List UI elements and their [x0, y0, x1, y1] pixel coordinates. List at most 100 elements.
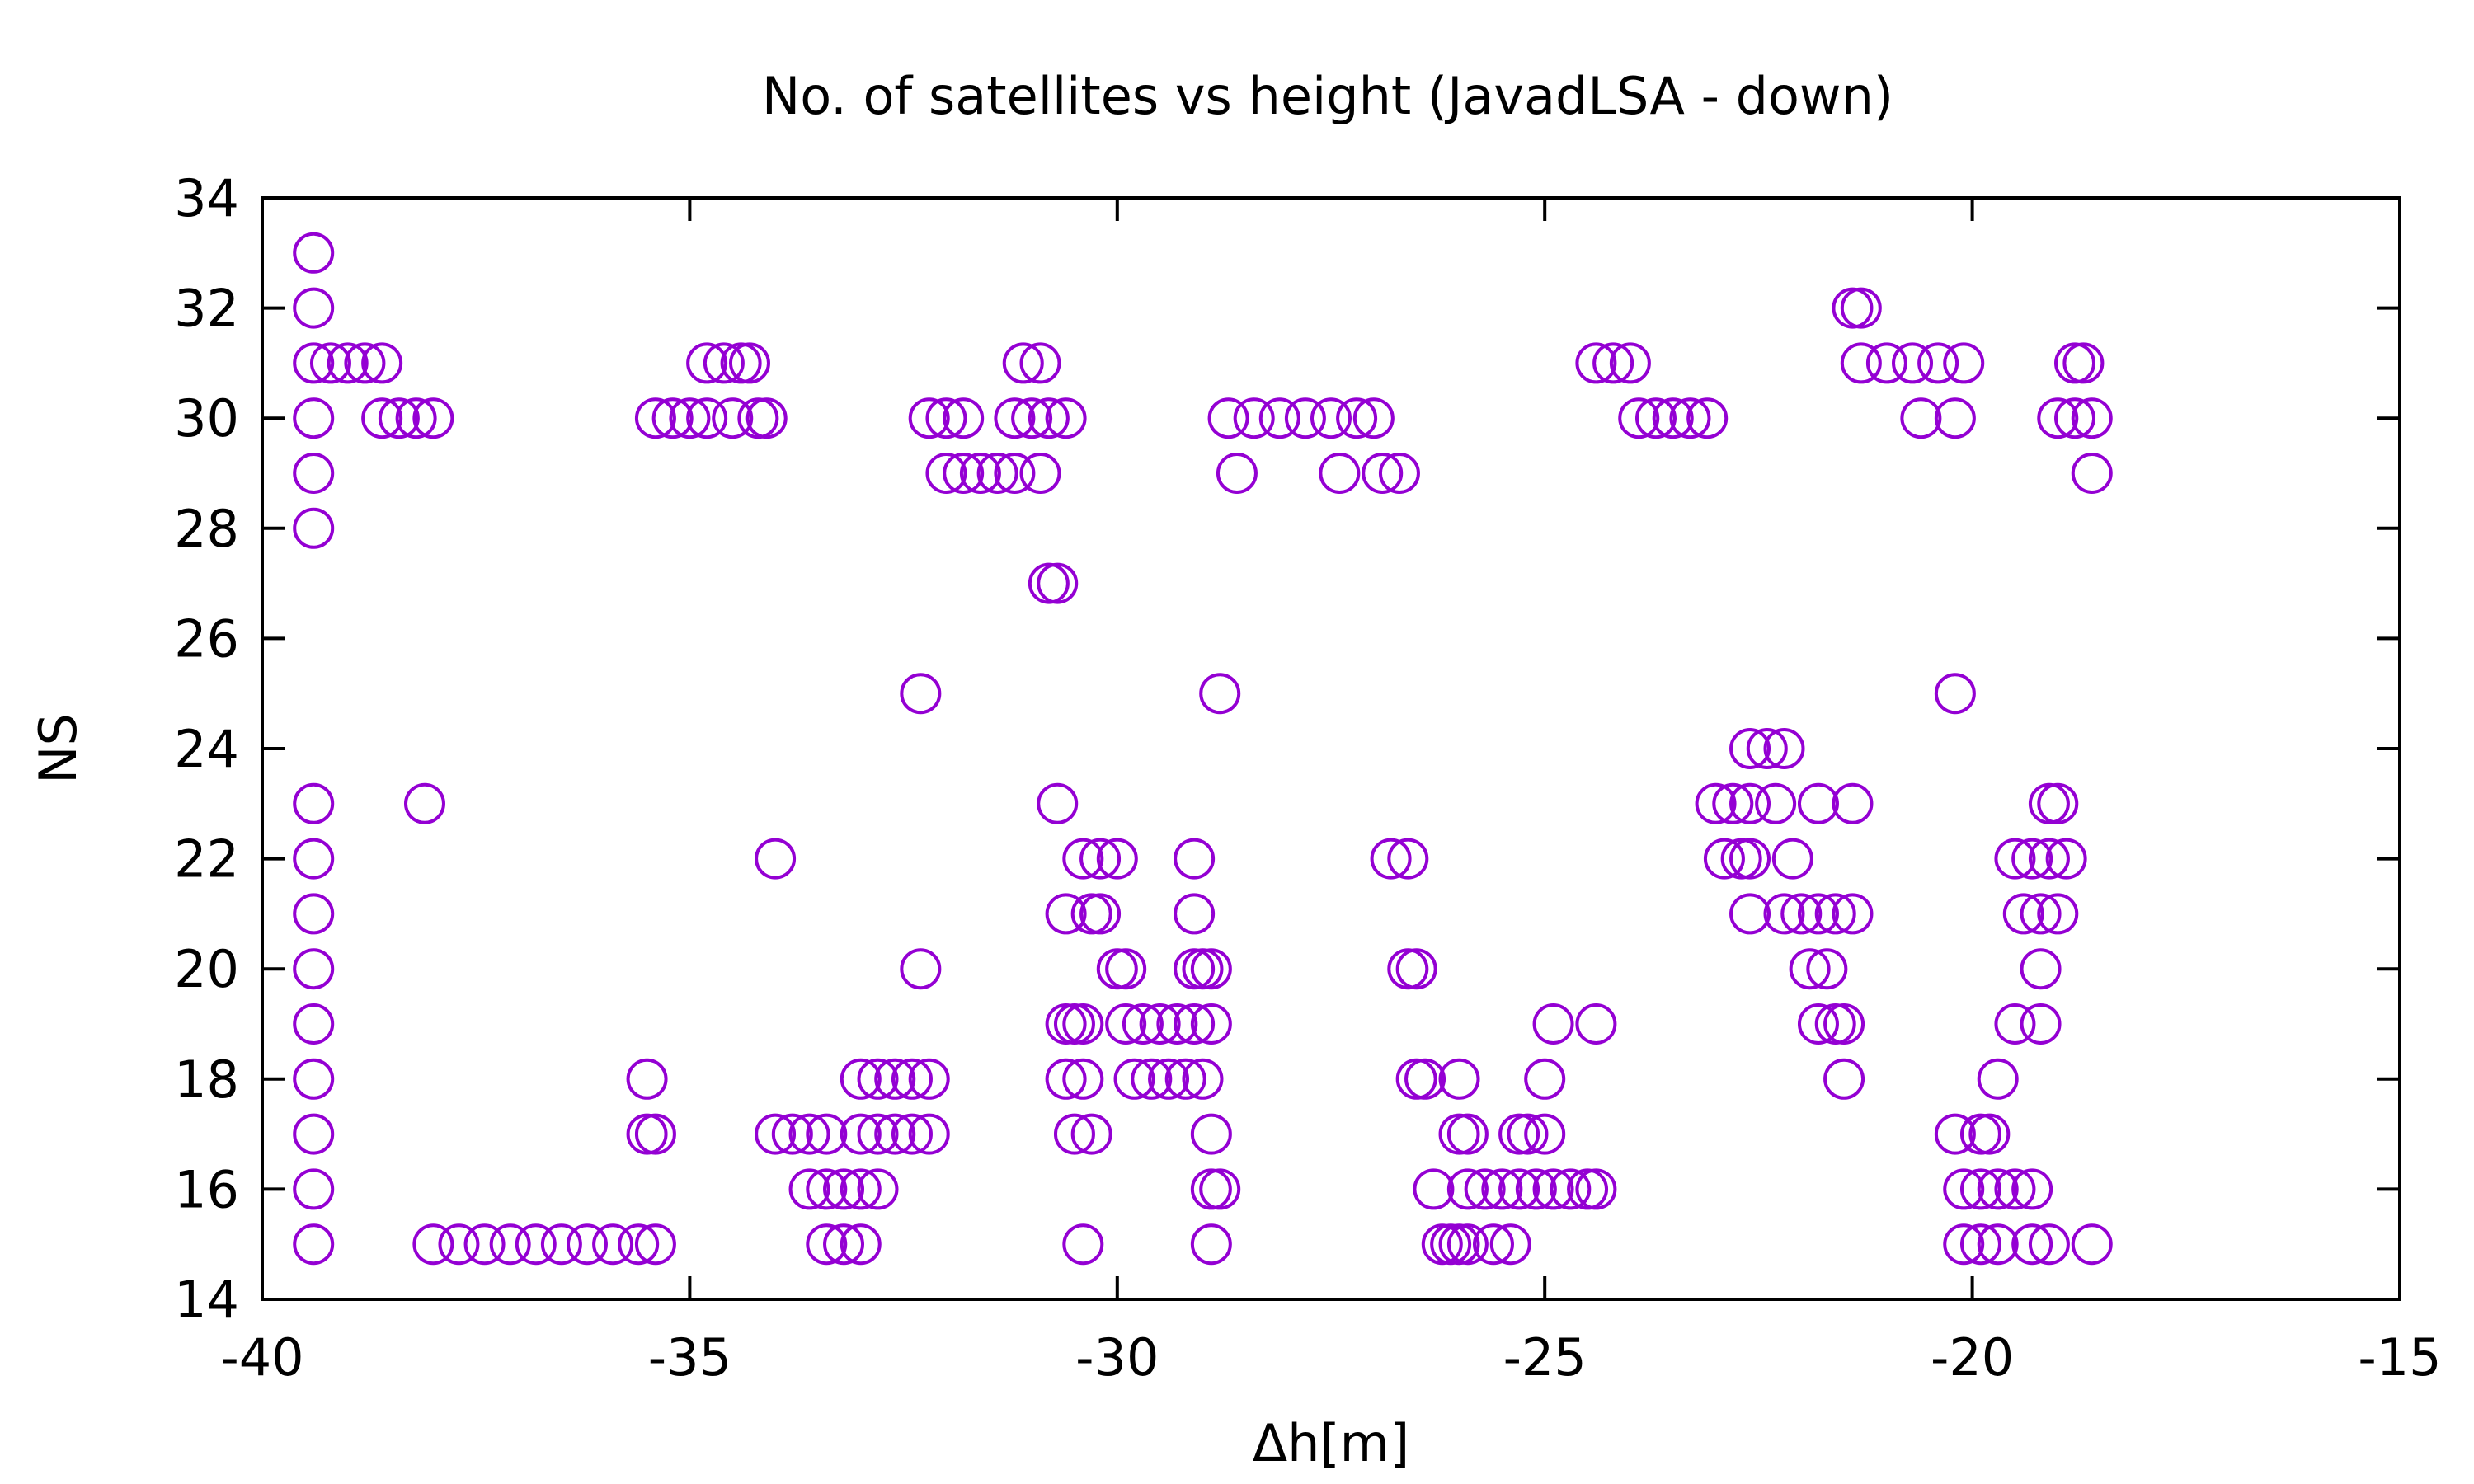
y-axis-title: NS	[28, 713, 88, 784]
data-point	[1174, 838, 1216, 880]
data-point	[293, 287, 335, 329]
data-point	[1062, 1223, 1104, 1266]
data-point	[1524, 1058, 1566, 1100]
data-point	[1720, 838, 1762, 880]
data-point	[634, 1223, 676, 1266]
data-point	[626, 1113, 668, 1155]
data-point	[1515, 1168, 1557, 1210]
data-point	[2002, 893, 2044, 935]
data-point	[1387, 838, 1429, 880]
data-point	[1823, 1003, 1865, 1045]
data-point	[1070, 1113, 1112, 1155]
data-point	[1028, 397, 1070, 439]
data-point	[1994, 1003, 2036, 1045]
data-point	[1832, 287, 1874, 329]
data-point	[840, 1058, 882, 1100]
data-point	[1053, 1003, 1095, 1045]
data-point	[1190, 1168, 1232, 1210]
data-point	[2071, 453, 2113, 494]
data-point	[806, 1223, 848, 1266]
data-point	[2011, 1223, 2053, 1266]
data-point	[703, 342, 745, 384]
data-point	[293, 342, 335, 384]
data-point	[1532, 1003, 1574, 1045]
data-point	[592, 1223, 634, 1266]
data-point	[2054, 342, 2096, 384]
data-point	[1446, 1223, 1489, 1266]
data-point	[515, 1223, 557, 1266]
data-point	[908, 1113, 950, 1155]
data-point	[1370, 838, 1412, 880]
data-point	[857, 1058, 899, 1100]
plot-frame	[261, 196, 2401, 1301]
data-point	[1814, 893, 1856, 935]
data-point	[1755, 782, 1797, 824]
data-point	[2062, 342, 2105, 384]
data-point	[361, 342, 403, 384]
data-point	[1729, 838, 1771, 880]
data-point	[994, 397, 1036, 439]
data-point	[1917, 342, 1959, 384]
data-point	[1174, 1003, 1216, 1045]
data-point	[823, 1168, 865, 1210]
data-point	[1019, 342, 1061, 384]
data-point	[1079, 893, 1122, 935]
data-point	[1934, 673, 1976, 715]
data-point	[2020, 1003, 2062, 1045]
data-point	[1695, 782, 1737, 824]
data-point	[1943, 1168, 1985, 1210]
x-tick-label: -40	[220, 1327, 303, 1388]
data-point	[1336, 397, 1378, 439]
x-tick-label: -35	[648, 1327, 731, 1388]
data-point	[771, 1113, 813, 1155]
data-point	[1045, 1058, 1087, 1100]
data-point	[1840, 287, 1882, 329]
data-point	[293, 1058, 335, 1100]
data-point	[1977, 1058, 2019, 1100]
data-point	[1498, 1113, 1540, 1155]
data-point	[976, 453, 1018, 494]
data-point	[925, 453, 967, 494]
data-point	[1096, 948, 1138, 990]
data-point	[1592, 342, 1634, 384]
data-point	[1045, 893, 1087, 935]
data-point	[1729, 782, 1771, 824]
data-point	[395, 397, 437, 439]
data-point	[1472, 1223, 1514, 1266]
data-point	[378, 397, 420, 439]
data-point	[540, 1223, 582, 1266]
data-point	[755, 1113, 797, 1155]
data-point	[1011, 397, 1053, 439]
data-point	[1395, 1058, 1437, 1100]
y-tick-label: 34	[174, 168, 239, 228]
data-point	[925, 397, 967, 439]
data-point	[1780, 893, 1823, 935]
data-point	[361, 397, 403, 439]
data-point	[2020, 893, 2062, 935]
data-point	[1994, 1168, 2036, 1210]
data-point	[293, 1113, 335, 1155]
data-point	[1174, 893, 1216, 935]
data-point	[1045, 1003, 1087, 1045]
y-tick-label: 32	[174, 279, 239, 339]
data-point	[1310, 397, 1352, 439]
data-point	[1524, 1113, 1566, 1155]
data-point	[788, 1113, 830, 1155]
data-point	[1190, 948, 1232, 990]
data-point	[1199, 1168, 1241, 1210]
data-point	[1139, 1003, 1181, 1045]
data-point	[1763, 893, 1805, 935]
data-point	[1652, 397, 1694, 439]
data-point	[293, 1168, 335, 1210]
data-point	[1797, 1003, 1839, 1045]
data-point	[1669, 397, 1711, 439]
data-point	[1258, 397, 1300, 439]
data-point	[293, 397, 335, 439]
y-tick-label: 18	[174, 1050, 239, 1110]
data-point	[1395, 948, 1437, 990]
data-point	[2037, 782, 2079, 824]
data-point	[1438, 1223, 1480, 1266]
chart-title: No. of satellites vs height (JavadLSA - …	[762, 66, 1893, 126]
data-point	[1404, 1058, 1446, 1100]
data-point	[959, 453, 1001, 494]
